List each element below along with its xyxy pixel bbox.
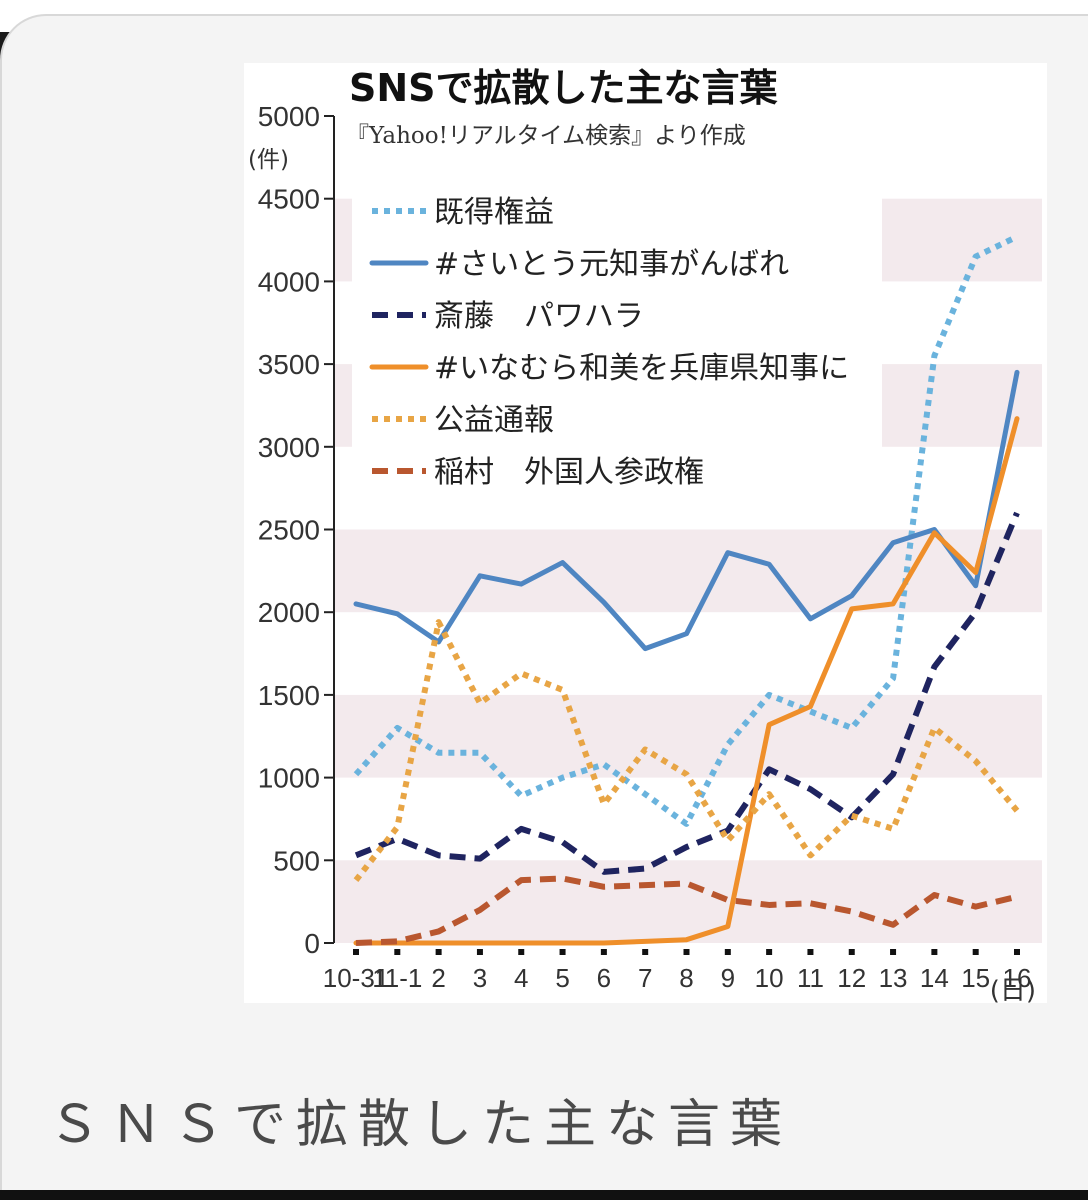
legend-label: 既得権益 bbox=[434, 195, 554, 230]
x-tick-mark bbox=[1014, 949, 1020, 955]
y-tick-label: 4000 bbox=[258, 266, 320, 297]
y-tick-label: 1500 bbox=[258, 680, 320, 711]
x-tick-label: 5 bbox=[555, 963, 569, 993]
legend-label: 稲村 外国人参政権 bbox=[434, 455, 704, 490]
x-tick-mark bbox=[972, 949, 979, 955]
line-chart: 0 500 1000 1500 2000 2500 3000 3500 4000 4500 5000… bbox=[248, 66, 1042, 1003]
x-tick-label: 13 bbox=[879, 963, 908, 993]
y-axis-unit: (件) bbox=[248, 147, 289, 173]
x-tick-mark bbox=[353, 949, 359, 955]
x-tick-label: 11 bbox=[797, 963, 824, 993]
x-tick-mark bbox=[766, 949, 773, 955]
x-tick-label: 2 bbox=[431, 963, 445, 993]
x-tick-mark bbox=[394, 949, 401, 955]
series-line bbox=[354, 511, 1020, 875]
x-tick-mark bbox=[435, 949, 442, 955]
x-tick-label: 9 bbox=[721, 963, 735, 993]
y-tick-label: 500 bbox=[273, 845, 320, 876]
band bbox=[334, 694, 1042, 778]
legend-label: 公益通報 bbox=[434, 403, 554, 438]
series-line bbox=[353, 416, 1020, 946]
x-tick-mark bbox=[642, 949, 649, 955]
y-tick-label: 3000 bbox=[258, 432, 320, 463]
x-tick-label: 7 bbox=[638, 963, 652, 993]
series-line bbox=[355, 875, 1018, 946]
x-tick-label: 12 bbox=[837, 963, 866, 993]
x-tick-label: 6 bbox=[597, 963, 611, 993]
legend-label: #いなむら和美を兵庫県知事に bbox=[434, 351, 849, 386]
x-tick-label: 10-31 bbox=[323, 963, 390, 993]
legend-label: 斎藤 パワハラ bbox=[434, 299, 644, 334]
x-tick-label: 15 bbox=[961, 963, 990, 993]
x-tick-label: 3 bbox=[473, 963, 487, 993]
x-tick-label: 16 bbox=[1003, 963, 1032, 993]
y-tick-label: 3500 bbox=[258, 349, 320, 380]
band bbox=[334, 860, 1042, 943]
series-lines bbox=[353, 234, 1020, 946]
x-tick-mark bbox=[724, 949, 731, 955]
x-tick-mark bbox=[600, 949, 607, 955]
x-tick-label: 10 bbox=[755, 963, 784, 993]
chart-image[interactable]: 0 500 1000 1500 2000 2500 3000 3500 4000 4500 5000… bbox=[244, 63, 1047, 1003]
x-tick-mark bbox=[931, 949, 938, 955]
y-tick-label: 4500 bbox=[258, 184, 320, 215]
y-tick-label: 2000 bbox=[258, 597, 320, 628]
y-tick-label: 2500 bbox=[258, 515, 320, 546]
x-tick-label: 14 bbox=[920, 963, 949, 993]
x-tick-mark bbox=[890, 949, 897, 955]
x-tick-mark bbox=[476, 949, 483, 955]
legend-label: #さいとう元知事がんばれ bbox=[434, 247, 789, 282]
band bbox=[334, 529, 1042, 613]
x-tick-label: 8 bbox=[679, 963, 693, 993]
series-line bbox=[353, 369, 1020, 652]
x-tick-mark bbox=[518, 949, 525, 955]
x-tick-mark bbox=[807, 949, 814, 955]
x-tick-label: 11-1 bbox=[372, 963, 422, 993]
x-axis-unit: (日) bbox=[990, 976, 1036, 1003]
x-tick-mark bbox=[848, 949, 855, 955]
y-tick-label: 1000 bbox=[258, 763, 320, 794]
x-tick-mark bbox=[683, 949, 690, 955]
x-tick-label: 4 bbox=[514, 963, 528, 993]
legend-box bbox=[352, 175, 882, 505]
chart-title: SNSで拡散した主な言葉 bbox=[349, 66, 779, 110]
y-tick-label: 0 bbox=[304, 928, 320, 959]
y-tick-label: 5000 bbox=[258, 101, 320, 132]
series-line bbox=[353, 619, 1020, 882]
x-tick-mark bbox=[559, 949, 566, 955]
bottom-bar bbox=[0, 1190, 1088, 1200]
chart-subtitle: 『Yahoo!リアルタイム検索』より作成 bbox=[346, 123, 746, 149]
image-caption: ＳＮＳで拡散した主な言葉 bbox=[48, 1095, 793, 1155]
y-axis-ticks: 0 500 1000 1500 2000 2500 3000 3500 4000 4500 5000 bbox=[258, 101, 334, 959]
series-line bbox=[353, 234, 1019, 827]
